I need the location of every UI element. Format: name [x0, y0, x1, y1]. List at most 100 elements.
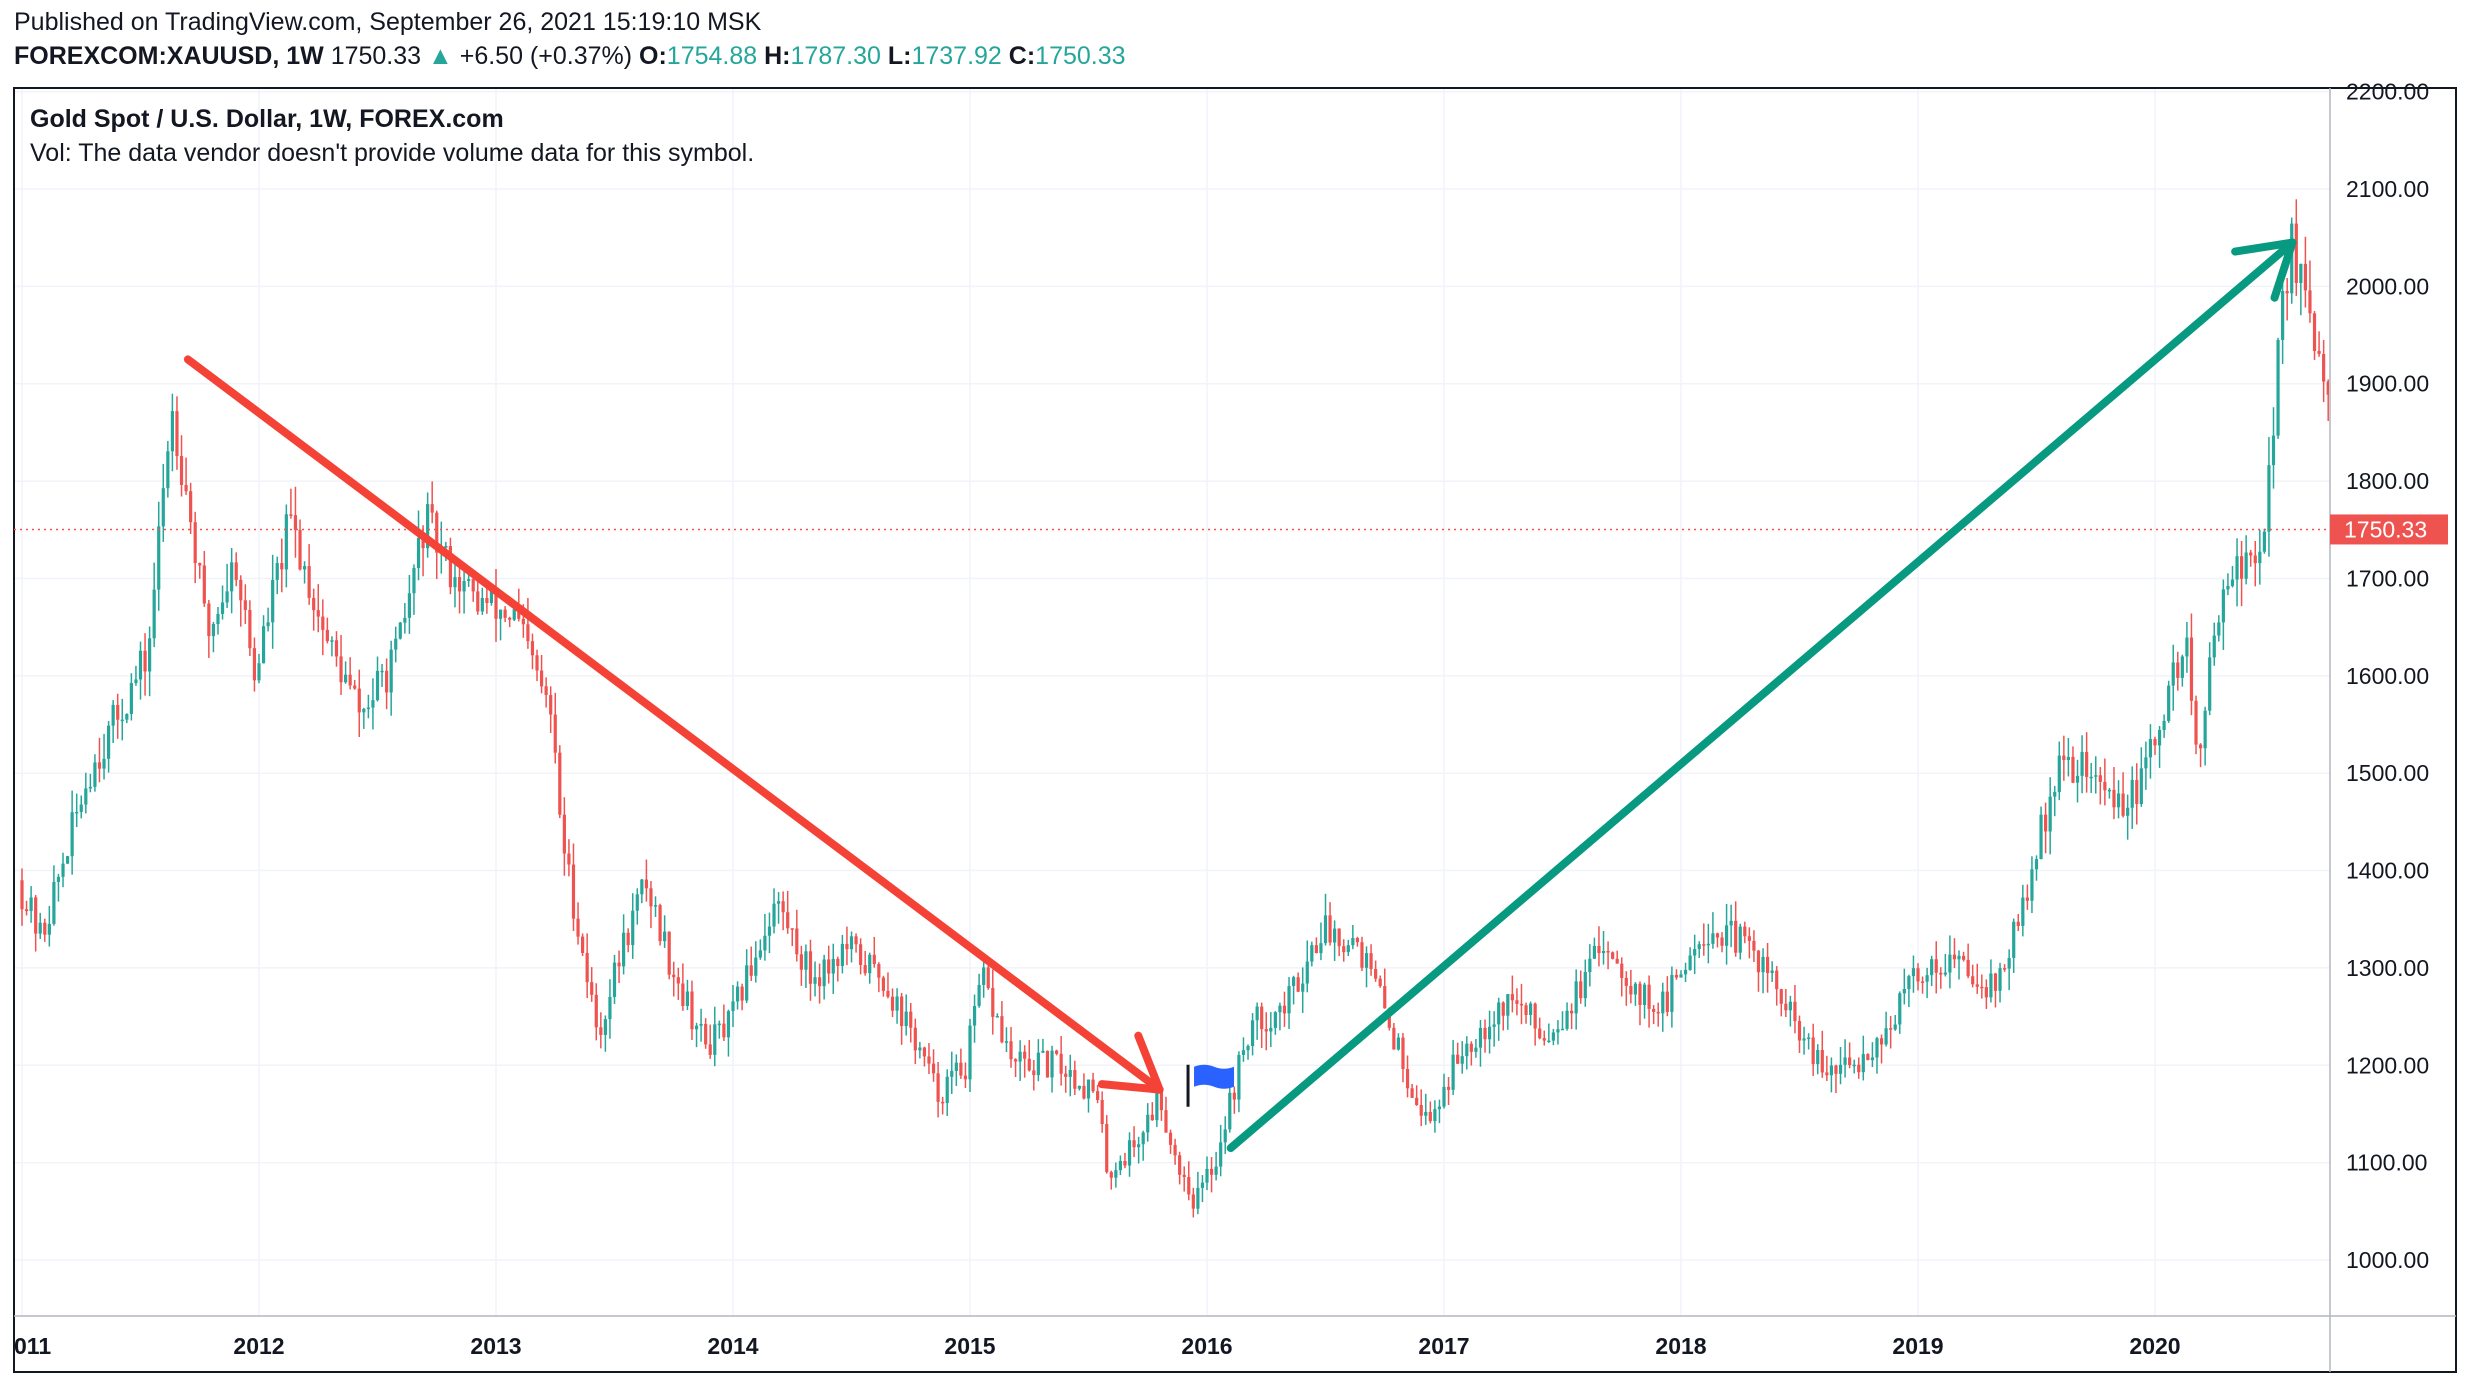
candle — [1957, 950, 1961, 980]
candle — [1045, 1050, 1050, 1078]
candle-body — [553, 714, 557, 753]
candle-body — [995, 1016, 999, 1018]
candle-body — [1642, 984, 1647, 1006]
candle-body — [1747, 936, 1751, 941]
candle — [553, 692, 557, 764]
candle — [1173, 1138, 1177, 1165]
candle-body — [1510, 994, 1514, 1001]
candle-body — [88, 786, 92, 789]
candle-body — [480, 597, 484, 612]
candle — [1702, 923, 1706, 956]
candle — [2157, 725, 2162, 768]
candle-body — [1597, 945, 1601, 954]
candle-body — [1556, 1029, 1560, 1033]
candle — [284, 504, 288, 588]
candle — [827, 945, 831, 984]
candle-body — [207, 603, 211, 637]
candle — [1989, 959, 1993, 1003]
candle — [1861, 1035, 1865, 1081]
candle-body — [1848, 1057, 1852, 1066]
candle — [1597, 926, 1601, 967]
candle — [1670, 966, 1674, 1028]
candle — [230, 547, 234, 614]
candle-body — [2230, 579, 2235, 586]
candle — [1551, 1028, 1555, 1046]
candle-body — [102, 758, 106, 769]
candle-body — [735, 986, 740, 1002]
candle-body — [1866, 1054, 1870, 1061]
candle — [220, 585, 225, 620]
candle — [1401, 1032, 1405, 1083]
candle-body — [2080, 751, 2084, 776]
candle — [1952, 938, 1957, 969]
candle-body — [1515, 1000, 1519, 1004]
candle-body — [230, 562, 234, 592]
candle-body — [1150, 1114, 1154, 1121]
candle — [1027, 1039, 1031, 1072]
y-tick-label: 1400.00 — [2346, 858, 2429, 884]
candle — [257, 653, 261, 684]
candle-body — [517, 609, 521, 619]
candle-body — [603, 1019, 607, 1035]
candle-body — [380, 670, 384, 673]
candle-body — [2262, 531, 2266, 552]
candle — [1834, 1064, 1838, 1094]
candle — [198, 562, 202, 579]
candle-body — [968, 1025, 972, 1080]
candle — [599, 1012, 603, 1049]
candle — [1146, 1103, 1150, 1142]
candle-body — [1064, 1073, 1068, 1077]
candle — [1364, 946, 1369, 988]
candle — [849, 931, 854, 963]
candle-body — [284, 514, 288, 570]
candle — [1205, 1156, 1209, 1191]
candle-body — [708, 1044, 712, 1055]
candle — [1182, 1166, 1186, 1192]
candle — [854, 933, 858, 953]
candle — [2012, 918, 2016, 974]
candle — [389, 640, 393, 716]
candle — [20, 868, 24, 926]
candle — [1164, 1096, 1168, 1133]
candle — [1820, 1030, 1824, 1078]
candle — [1948, 935, 1952, 989]
candle-body — [658, 905, 662, 942]
candle-body — [982, 967, 986, 985]
candle — [1278, 1002, 1282, 1031]
candle-body — [1538, 1028, 1542, 1039]
candle-body — [2085, 751, 2089, 777]
candle-body — [1816, 1049, 1820, 1065]
candle-body — [2057, 755, 2061, 793]
candle — [1374, 960, 1378, 982]
last-price-label: 1750.33 — [2344, 516, 2427, 542]
candle — [1875, 1036, 1879, 1074]
x-tick-label: 2014 — [707, 1333, 758, 1359]
candle-body — [430, 504, 434, 513]
candle — [175, 396, 179, 470]
candle-body — [1077, 1085, 1081, 1089]
candle — [1018, 1040, 1022, 1081]
candle — [931, 1049, 936, 1082]
candle-body — [1442, 1086, 1446, 1107]
candle — [65, 855, 70, 865]
candle — [394, 626, 398, 663]
candle-body — [20, 880, 24, 910]
candle — [129, 673, 133, 721]
candle-body — [1214, 1166, 1218, 1175]
candle-body — [184, 484, 188, 492]
candle-body — [1191, 1194, 1195, 1209]
candle-body — [740, 986, 744, 1001]
candle-body — [1547, 1040, 1551, 1043]
candle — [1114, 1162, 1118, 1188]
candle-body — [644, 879, 649, 889]
candle-body — [1164, 1110, 1168, 1133]
candle — [567, 839, 571, 877]
candle — [1542, 1030, 1546, 1046]
candle-body — [2203, 710, 2207, 749]
candle — [2167, 680, 2171, 723]
candle-body — [375, 670, 380, 701]
candle — [1041, 1038, 1045, 1054]
candle — [1729, 904, 1733, 948]
candle-body — [1474, 1047, 1478, 1052]
